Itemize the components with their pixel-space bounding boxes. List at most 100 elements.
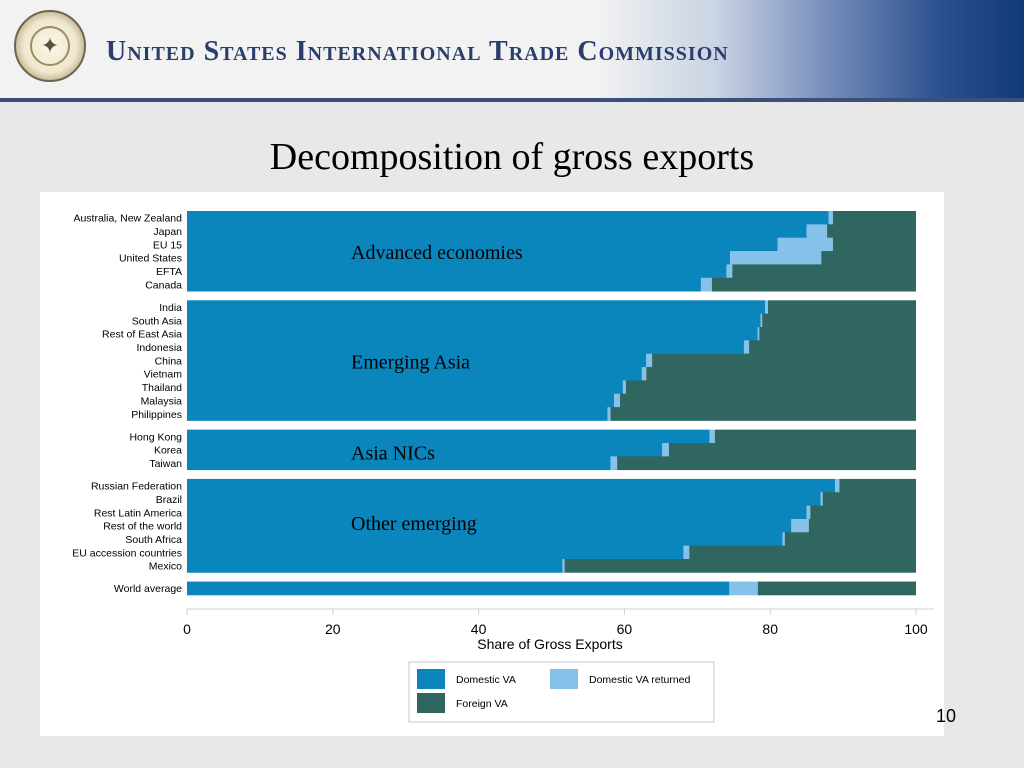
- bar-returned-world-average: [729, 581, 758, 596]
- bar-domestic-hong-kong: [187, 429, 710, 444]
- category-label-malaysia: Malaysia: [141, 395, 183, 407]
- bars-layer: [187, 211, 916, 596]
- bar-returned-efta: [726, 264, 733, 279]
- bar-foreign-canada: [711, 277, 916, 292]
- bar-domestic-india: [187, 300, 766, 315]
- legend-label-foreign-va: Foreign VA: [456, 698, 508, 710]
- bar-foreign-hong-kong: [714, 429, 916, 444]
- bar-returned-korea: [662, 443, 669, 457]
- category-label-vietnam: Vietnam: [144, 369, 183, 381]
- bar-returned-philippines: [607, 407, 611, 421]
- legend-label-domestic-va-returned: Domestic VA returned: [589, 674, 691, 686]
- category-label-japan: Japan: [153, 226, 182, 238]
- bar-domestic-russian-federation: [187, 478, 836, 493]
- bar-returned-vietnam: [641, 367, 647, 381]
- bar-domestic-korea: [187, 443, 663, 457]
- bar-domestic-eu-15: [187, 237, 778, 252]
- x-tick-label-60: 60: [617, 621, 633, 637]
- bar-domestic-brazil: [187, 492, 821, 506]
- slide-title: Decomposition of gross exports: [269, 136, 755, 178]
- group-label-advanced-economies: Advanced economies: [351, 242, 523, 264]
- category-label-australia-new-zealand: Australia, New Zealand: [73, 213, 182, 225]
- bar-returned-malaysia: [614, 393, 621, 408]
- bar-domestic-efta: [187, 264, 727, 279]
- category-label-canada: Canada: [145, 279, 182, 291]
- category-label-eu-accession-countries: EU accession countries: [72, 547, 182, 559]
- bar-returned-south-africa: [782, 532, 785, 547]
- category-label-thailand: Thailand: [142, 382, 182, 394]
- bar-returned-thailand: [622, 380, 626, 395]
- bar-returned-japan: [806, 224, 828, 239]
- x-tick-label-0: 0: [183, 621, 191, 637]
- bar-foreign-world-average: [757, 581, 916, 596]
- group-labels: Advanced economies Emerging Asia Asia NICs…: [351, 242, 523, 535]
- bar-returned-brazil: [820, 492, 823, 506]
- group-label-asia-nics: Asia NICs: [351, 443, 435, 465]
- bar-foreign-eu-accession-countries: [689, 545, 916, 560]
- category-label-russian-federation: Russian Federation: [91, 481, 182, 493]
- bar-foreign-eu-15: [832, 237, 916, 252]
- category-label-philippines: Philippines: [131, 409, 182, 421]
- category-label-taiwan: Taiwan: [149, 458, 182, 470]
- legend-swatch-domestic-va: [417, 669, 445, 689]
- bar-domestic-mexico: [187, 559, 563, 573]
- bar-domestic-thailand: [187, 380, 623, 395]
- category-label-rest-latin-america: Rest Latin America: [94, 507, 182, 519]
- eagle-icon: ✦: [30, 26, 70, 66]
- legend: Domestic VA Domestic VA returned Foreign V…: [408, 661, 715, 723]
- x-axis-title: Share of Gross Exports: [477, 636, 623, 652]
- category-label-korea: Korea: [154, 445, 182, 457]
- bar-foreign-south-asia: [762, 313, 916, 328]
- bar-foreign-thailand: [625, 380, 916, 395]
- category-label-china: China: [155, 355, 183, 367]
- bar-domestic-philippines: [187, 407, 608, 421]
- bar-returned-eu-accession-countries: [683, 545, 690, 560]
- x-tick-label-100: 100: [904, 621, 928, 637]
- bar-returned-mexico: [562, 559, 565, 573]
- bar-foreign-rest-of-the-world: [808, 518, 916, 533]
- bar-foreign-united-states: [821, 251, 916, 265]
- bar-domestic-australia-new-zealand: [187, 211, 829, 225]
- bar-returned-india: [765, 300, 769, 315]
- bar-returned-rest-of-the-world: [791, 518, 809, 533]
- bar-foreign-mexico: [564, 559, 916, 573]
- bar-domestic-rest-of-east-asia: [187, 327, 758, 341]
- bar-foreign-rest-latin-america: [810, 505, 916, 520]
- bar-domestic-south-africa: [187, 532, 783, 547]
- bar-foreign-japan: [827, 224, 916, 239]
- group-label-emerging-asia: Emerging Asia: [351, 351, 470, 373]
- bar-returned-united-states: [730, 251, 822, 265]
- bar-domestic-taiwan: [187, 456, 611, 471]
- bar-domestic-vietnam: [187, 367, 642, 381]
- bar-domestic-world-average: [187, 581, 730, 596]
- bar-returned-canada: [700, 277, 712, 292]
- bar-domestic-south-asia: [187, 313, 761, 328]
- category-label-world-average: World average: [114, 583, 182, 595]
- bar-returned-russian-federation: [835, 478, 840, 493]
- bar-returned-taiwan: [610, 456, 618, 471]
- category-label-efta: EFTA: [156, 266, 182, 278]
- bar-returned-rest-of-east-asia: [757, 327, 760, 341]
- x-tick-label-80: 80: [762, 621, 778, 637]
- bar-foreign-china: [652, 353, 916, 368]
- bar-foreign-malaysia: [620, 393, 916, 408]
- bar-domestic-malaysia: [187, 393, 615, 408]
- bar-foreign-korea: [668, 443, 916, 457]
- bar-foreign-philippines: [610, 407, 916, 421]
- org-name: United States International Trade Commis…: [106, 36, 729, 67]
- legend-label-domestic-va: Domestic VA: [456, 674, 516, 686]
- bar-domestic-rest-latin-america: [187, 505, 807, 520]
- bar-returned-eu-15: [777, 237, 833, 252]
- bar-foreign-efta: [732, 264, 916, 279]
- category-label-india: India: [159, 302, 182, 314]
- category-label-brazil: Brazil: [156, 494, 182, 506]
- bar-foreign-taiwan: [617, 456, 916, 471]
- bar-foreign-brazil: [822, 492, 916, 506]
- group-label-other-emerging: Other emerging: [351, 513, 477, 535]
- header-divider: [0, 98, 1024, 102]
- bar-foreign-india: [768, 300, 916, 315]
- bar-returned-indonesia: [743, 340, 750, 355]
- page-number: 10: [936, 706, 957, 726]
- category-label-mexico: Mexico: [149, 561, 182, 573]
